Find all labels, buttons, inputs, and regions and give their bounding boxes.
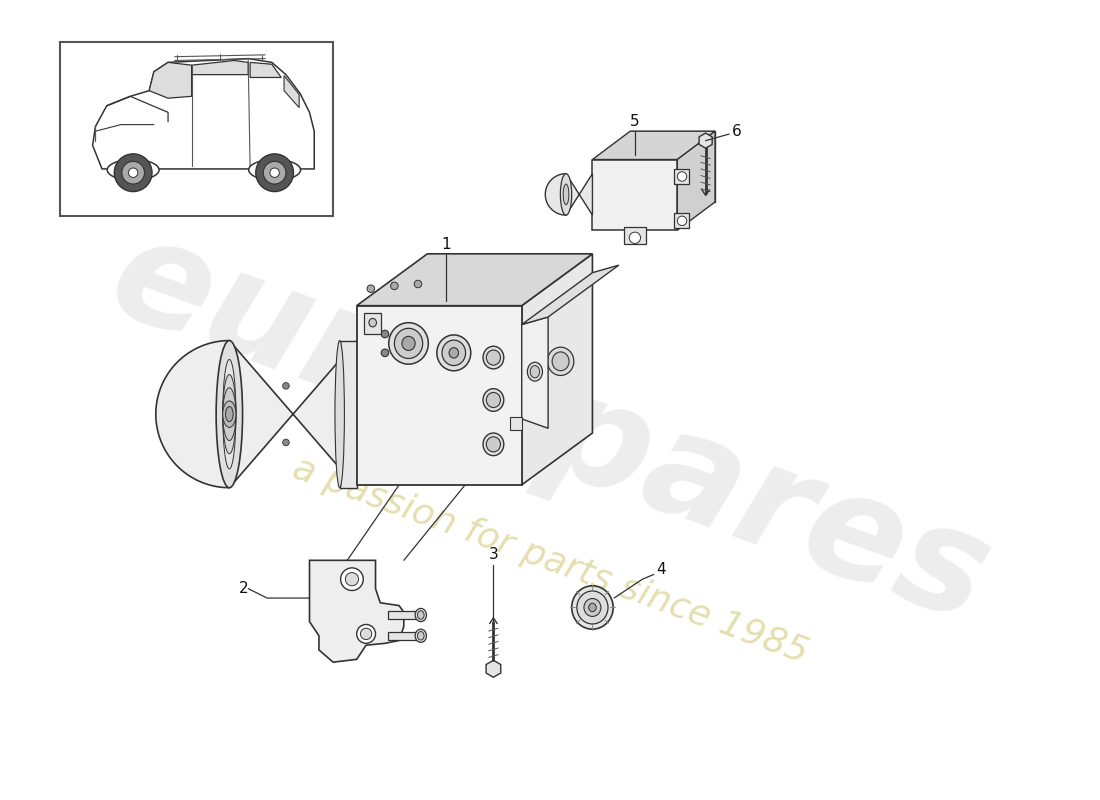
Ellipse shape bbox=[222, 359, 235, 469]
Ellipse shape bbox=[486, 350, 500, 365]
Ellipse shape bbox=[415, 629, 427, 642]
Circle shape bbox=[382, 330, 388, 338]
Ellipse shape bbox=[368, 318, 376, 327]
Ellipse shape bbox=[527, 362, 542, 381]
Polygon shape bbox=[486, 660, 500, 678]
Circle shape bbox=[367, 285, 375, 293]
Ellipse shape bbox=[530, 366, 540, 378]
Circle shape bbox=[678, 172, 686, 182]
Polygon shape bbox=[521, 265, 619, 325]
Text: 2: 2 bbox=[239, 581, 249, 596]
Polygon shape bbox=[678, 131, 715, 230]
Ellipse shape bbox=[226, 406, 233, 422]
Ellipse shape bbox=[572, 586, 613, 629]
Ellipse shape bbox=[588, 603, 596, 612]
Bar bbox=[388, 611, 421, 618]
Circle shape bbox=[678, 216, 686, 226]
Circle shape bbox=[390, 282, 398, 290]
Circle shape bbox=[361, 628, 372, 639]
Ellipse shape bbox=[256, 154, 294, 191]
Polygon shape bbox=[593, 159, 678, 230]
Polygon shape bbox=[700, 133, 712, 148]
Ellipse shape bbox=[388, 322, 428, 364]
Ellipse shape bbox=[442, 340, 465, 366]
Text: 5: 5 bbox=[630, 114, 640, 130]
Ellipse shape bbox=[418, 610, 425, 619]
Ellipse shape bbox=[222, 388, 235, 441]
Polygon shape bbox=[356, 306, 521, 485]
Polygon shape bbox=[191, 61, 249, 74]
Polygon shape bbox=[593, 131, 715, 159]
Ellipse shape bbox=[222, 374, 235, 454]
Bar bbox=[59, 42, 333, 216]
Text: eurospares: eurospares bbox=[92, 204, 1008, 652]
Polygon shape bbox=[150, 62, 191, 98]
Circle shape bbox=[629, 232, 640, 243]
Ellipse shape bbox=[249, 159, 300, 180]
Ellipse shape bbox=[222, 401, 235, 427]
Ellipse shape bbox=[129, 168, 138, 178]
Ellipse shape bbox=[415, 609, 427, 622]
Ellipse shape bbox=[418, 631, 425, 640]
Text: 6: 6 bbox=[732, 124, 741, 138]
Ellipse shape bbox=[114, 154, 152, 191]
Circle shape bbox=[382, 349, 388, 357]
Bar bbox=[674, 214, 689, 228]
Text: a passion for parts since 1985: a passion for parts since 1985 bbox=[288, 451, 812, 670]
Polygon shape bbox=[92, 58, 315, 169]
Bar bbox=[624, 227, 646, 244]
Text: 4: 4 bbox=[657, 562, 667, 578]
Bar bbox=[388, 632, 421, 639]
Circle shape bbox=[283, 439, 289, 446]
Text: 1: 1 bbox=[441, 237, 451, 252]
Ellipse shape bbox=[216, 341, 242, 488]
Ellipse shape bbox=[483, 389, 504, 411]
Ellipse shape bbox=[483, 433, 504, 456]
Circle shape bbox=[415, 280, 421, 288]
Ellipse shape bbox=[449, 348, 459, 358]
Ellipse shape bbox=[402, 336, 415, 350]
Polygon shape bbox=[521, 317, 548, 428]
Ellipse shape bbox=[107, 159, 160, 180]
Ellipse shape bbox=[270, 168, 279, 178]
Ellipse shape bbox=[437, 335, 471, 370]
Ellipse shape bbox=[263, 162, 286, 184]
Bar bbox=[364, 314, 382, 334]
Ellipse shape bbox=[336, 341, 344, 488]
Ellipse shape bbox=[548, 347, 574, 375]
Text: 3: 3 bbox=[488, 547, 498, 562]
Circle shape bbox=[283, 382, 289, 389]
Polygon shape bbox=[156, 341, 356, 488]
Bar bbox=[340, 341, 356, 488]
Polygon shape bbox=[356, 254, 593, 306]
Polygon shape bbox=[309, 560, 404, 662]
Ellipse shape bbox=[395, 328, 422, 358]
Ellipse shape bbox=[483, 346, 504, 369]
Ellipse shape bbox=[563, 184, 569, 205]
Circle shape bbox=[341, 568, 363, 590]
Ellipse shape bbox=[552, 352, 569, 370]
Polygon shape bbox=[284, 75, 299, 108]
Ellipse shape bbox=[584, 598, 601, 617]
Circle shape bbox=[356, 625, 375, 643]
Polygon shape bbox=[521, 254, 593, 485]
Bar bbox=[510, 417, 521, 430]
Ellipse shape bbox=[560, 174, 572, 215]
Ellipse shape bbox=[486, 437, 500, 452]
Polygon shape bbox=[630, 131, 715, 202]
Ellipse shape bbox=[486, 393, 500, 407]
Polygon shape bbox=[250, 62, 282, 78]
Bar bbox=[674, 169, 689, 184]
Circle shape bbox=[345, 573, 359, 586]
Ellipse shape bbox=[576, 591, 608, 624]
Polygon shape bbox=[546, 174, 593, 215]
Ellipse shape bbox=[122, 162, 144, 184]
